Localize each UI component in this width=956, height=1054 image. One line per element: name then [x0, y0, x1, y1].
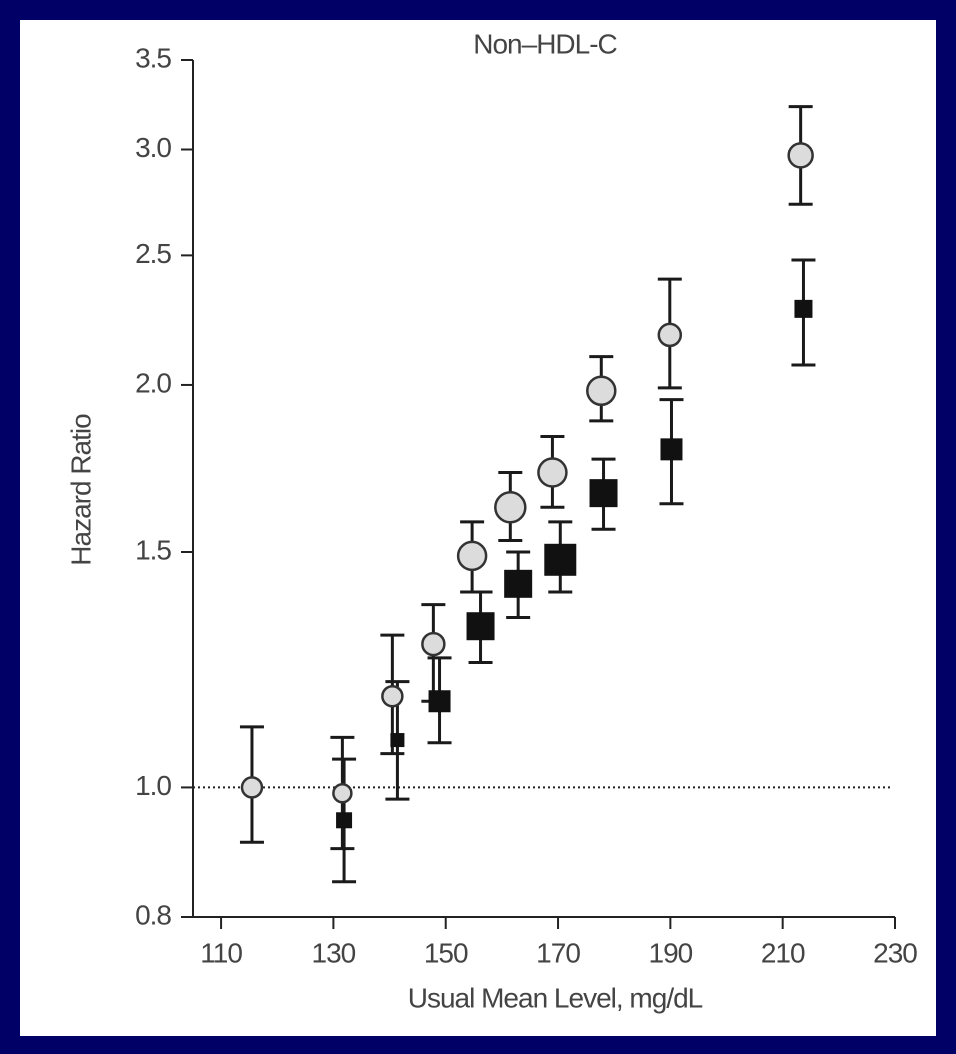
circle-marker: [332, 783, 353, 804]
circle-marker: [494, 491, 527, 524]
circle-marker: [381, 685, 404, 708]
x-tick-label: 150: [424, 937, 468, 968]
circle-marker: [421, 631, 446, 657]
y-axis-label: Hazard Ratio: [65, 414, 96, 566]
x-tick-label: 170: [536, 937, 580, 968]
circle-marker: [240, 776, 264, 799]
square-marker: [504, 569, 533, 598]
y-tick-label: 1.5: [135, 534, 171, 565]
y-tick-label: 2.5: [135, 238, 171, 269]
y-tick-label: 0.8: [135, 899, 171, 930]
circle-marker: [787, 142, 814, 169]
square-marker: [336, 812, 353, 829]
circle-marker: [657, 322, 683, 348]
square-marker: [544, 543, 577, 576]
circle-marker: [537, 457, 568, 488]
y-tick-label: 3.5: [135, 42, 171, 73]
square-marker: [466, 612, 495, 641]
square-marker: [390, 733, 405, 748]
circle-marker: [456, 540, 488, 572]
x-tick-label: 190: [649, 937, 693, 968]
x-tick-label: 130: [312, 937, 356, 968]
x-tick-label: 230: [873, 937, 917, 968]
y-tick-label: 1.0: [135, 770, 171, 801]
chart-title: Non–HDL-C: [473, 28, 617, 59]
y-tick-label: 2.0: [135, 367, 171, 398]
square-marker: [589, 479, 618, 508]
square-marker: [794, 299, 813, 318]
circle-marker: [586, 375, 617, 407]
x-axis-label: Usual Mean Level, mg/dL: [408, 982, 703, 1013]
y-tick-label: 3.0: [135, 132, 171, 163]
x-tick-label: 210: [761, 937, 805, 968]
panel: [20, 20, 936, 1036]
square-marker: [660, 438, 683, 461]
x-tick-label: 110: [200, 937, 242, 968]
square-marker: [428, 690, 451, 713]
